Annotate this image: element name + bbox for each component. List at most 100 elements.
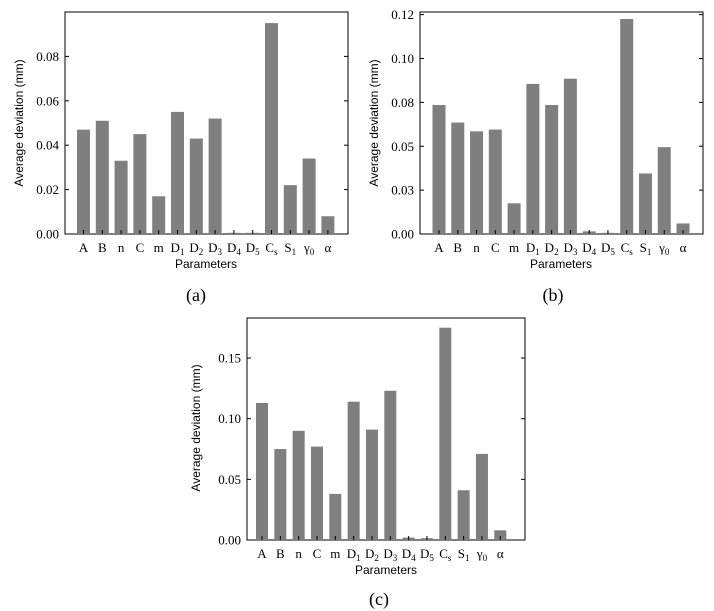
bar-D3 — [208, 118, 222, 234]
x-tick-label: D4 — [582, 240, 596, 257]
x-tick-label: γ0 — [303, 240, 315, 257]
y-tick-label: 0.06 — [36, 93, 59, 108]
y-tick-label: 0.05 — [391, 139, 414, 154]
bar-D2 — [365, 429, 378, 540]
x-tick-label: A — [79, 240, 89, 255]
x-tick-label: C — [136, 240, 145, 255]
x-axis-label: Parameters — [175, 257, 237, 271]
x-tick-label: B — [98, 240, 107, 255]
bar-γ0 — [657, 147, 671, 234]
bar-B — [274, 449, 287, 540]
bar-D1 — [347, 401, 360, 540]
bar-D2 — [545, 105, 559, 234]
x-tick-label: α — [497, 546, 504, 561]
bar-Cs — [620, 19, 634, 234]
bar-Cs — [265, 23, 278, 234]
x-tick-label: D3 — [563, 240, 577, 257]
x-tick-label: γ0 — [658, 240, 670, 257]
x-tick-label: S1 — [284, 240, 296, 257]
bar-α — [676, 223, 690, 234]
x-tick-label: D1 — [526, 240, 540, 257]
bar-C — [310, 446, 323, 540]
x-axis-label: Parameters — [530, 257, 592, 271]
bar-B — [451, 122, 465, 234]
x-tick-label: C — [313, 546, 322, 561]
bar-m — [329, 493, 342, 540]
bar-D3 — [384, 390, 397, 540]
y-tick-label: 0.04 — [36, 138, 59, 153]
plot-frame — [419, 11, 704, 235]
bar-A — [256, 402, 268, 540]
x-tick-label: D5 — [601, 240, 615, 257]
y-tick-label: 0.08 — [36, 49, 59, 64]
y-axis-ticks: 0.00 0.02 0.04 0.06 0.08 — [36, 49, 348, 242]
bar-C — [488, 129, 502, 234]
y-axis-label: Average deviation (mm) — [12, 59, 26, 186]
y-tick-label: 0.15 — [218, 351, 241, 366]
y-tick-label: 0.03 — [391, 183, 414, 198]
bar-n — [470, 131, 484, 234]
y-tick-label: 0.12 — [391, 7, 414, 22]
x-tick-label: S1 — [640, 240, 652, 257]
x-tick-label: α — [680, 240, 687, 255]
x-tick-label: B — [453, 240, 462, 255]
y-tick-label: 0.10 — [218, 411, 241, 426]
bar-group — [77, 23, 335, 234]
bar-n — [292, 430, 305, 540]
bar-n — [114, 160, 128, 234]
x-tick-label: D5 — [420, 546, 434, 563]
x-tick-label: D1 — [171, 240, 185, 257]
x-tick-label: n — [295, 546, 302, 561]
x-tick-label: A — [434, 240, 444, 255]
bar-D1 — [171, 111, 184, 234]
x-tick-label: D1 — [347, 546, 361, 563]
x-tick-label: D2 — [545, 240, 559, 257]
bar-group — [256, 327, 507, 540]
x-tick-label: C — [491, 240, 500, 255]
bar-Cs — [439, 327, 452, 540]
x-tick-label: D3 — [208, 240, 222, 257]
bar-γ0 — [475, 453, 488, 540]
x-tick-label: S1 — [458, 546, 470, 563]
x-tick-label: D4 — [227, 240, 241, 257]
x-tick-label: m — [154, 240, 164, 255]
x-axis-label: Parameters — [355, 563, 417, 577]
panel-label-c: (c) — [369, 589, 389, 610]
x-tick-label: D5 — [246, 240, 260, 257]
bar-S1 — [283, 185, 297, 234]
y-axis-ticks: 0.00 0.03 0.05 0.08 0.10 0.12 — [391, 7, 703, 242]
y-axis-label: Average deviation (mm) — [189, 364, 203, 491]
x-tick-label: α — [324, 240, 331, 255]
x-tick-label: Cs — [621, 240, 634, 257]
y-tick-label: 0.00 — [218, 533, 241, 548]
x-tick-label: B — [276, 546, 285, 561]
y-tick-label: 0.00 — [391, 227, 414, 242]
bar-A — [77, 129, 90, 234]
bar-D3 — [563, 78, 577, 234]
bar-S1 — [457, 490, 470, 540]
y-tick-label: 0.05 — [218, 472, 241, 487]
x-tick-label: Cs — [439, 546, 452, 563]
y-tick-label: 0.08 — [391, 95, 414, 110]
y-tick-label: 0.10 — [391, 51, 414, 66]
y-tick-label: 0.02 — [36, 182, 59, 197]
x-tick-label: Cs — [265, 240, 278, 257]
x-tick-label: m — [509, 240, 519, 255]
bar-B — [95, 120, 109, 234]
x-tick-label: D3 — [383, 546, 397, 563]
y-axis-ticks: 0.00 0.05 0.10 0.15 — [218, 351, 525, 548]
x-tick-label: n — [118, 240, 125, 255]
x-tick-label: A — [257, 546, 267, 561]
bar-m — [507, 203, 521, 234]
bar-D1 — [526, 83, 540, 234]
bar-S1 — [638, 173, 652, 234]
bar-γ0 — [302, 158, 316, 234]
bar-group — [432, 19, 690, 234]
x-tick-label: D4 — [402, 546, 416, 563]
x-tick-label: D2 — [365, 546, 379, 563]
